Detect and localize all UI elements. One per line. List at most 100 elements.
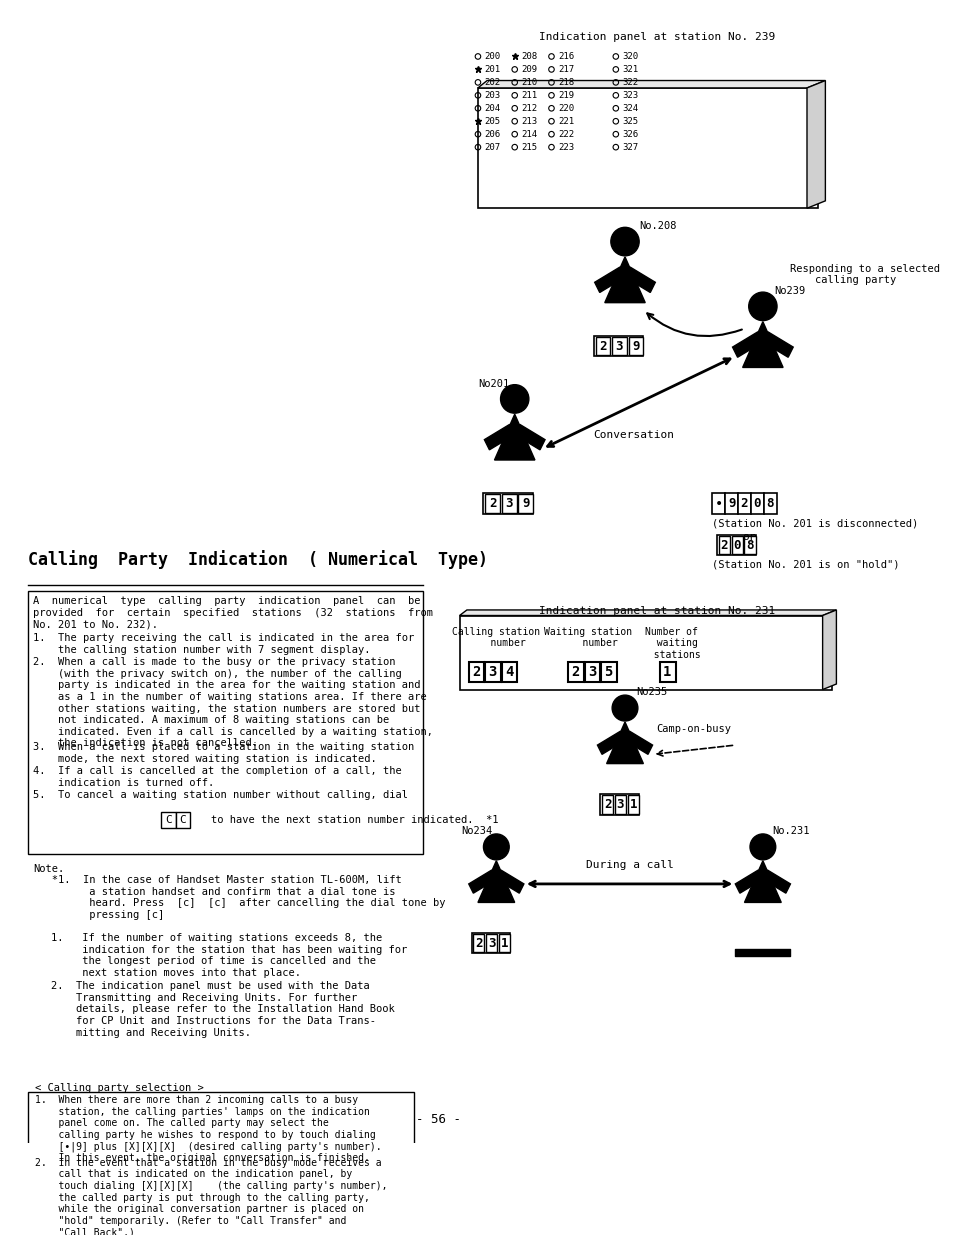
Polygon shape [606, 722, 642, 763]
Text: 3: 3 [505, 496, 513, 510]
Text: Camp-on-busy: Camp-on-busy [656, 724, 731, 734]
Bar [600, 662, 616, 682]
Text: 200: 200 [484, 52, 500, 61]
Text: 322: 322 [621, 78, 638, 86]
Text: No235: No235 [636, 687, 666, 697]
Text: Waiting station
    number: Waiting station number [543, 626, 632, 648]
Text: Indication panel at station No. 231: Indication panel at station No. 231 [538, 606, 775, 616]
Text: 208: 208 [520, 52, 537, 61]
Text: No.208: No.208 [639, 221, 676, 231]
Text: Responding to a selected
    calling party: Responding to a selected calling party [790, 264, 940, 285]
Text: Conversation: Conversation [593, 430, 674, 440]
Text: C: C [165, 815, 172, 825]
Text: Calling station
    number: Calling station number [452, 626, 539, 648]
Bar [743, 536, 755, 555]
Bar [468, 662, 484, 682]
Text: 216: 216 [558, 52, 574, 61]
Polygon shape [743, 861, 781, 903]
Text: 327: 327 [621, 143, 638, 152]
Polygon shape [494, 414, 535, 459]
Text: 1: 1 [500, 936, 508, 950]
Bar [724, 493, 738, 514]
Bar [718, 536, 729, 555]
Circle shape [610, 227, 639, 256]
Polygon shape [459, 610, 836, 615]
Text: to have the next station number indicated.  *1: to have the next station number indicate… [212, 815, 498, 825]
Text: 3: 3 [616, 798, 623, 811]
Polygon shape [624, 731, 652, 755]
Text: 1.  The party receiving the call is indicated in the area for
    the calling st: 1. The party receiving the call is indic… [33, 634, 414, 655]
Bar [584, 662, 599, 682]
Text: •: • [714, 496, 722, 510]
Bar [615, 795, 625, 814]
Bar [501, 662, 517, 682]
Text: 223: 223 [558, 143, 574, 152]
Bar [738, 493, 750, 514]
Text: < Calling party selection >: < Calling party selection > [35, 1083, 203, 1093]
Bar [485, 494, 499, 513]
Text: 3: 3 [488, 664, 497, 679]
Text: 222: 222 [558, 130, 574, 138]
Polygon shape [604, 257, 644, 303]
Text: 214: 214 [520, 130, 537, 138]
Text: 213: 213 [520, 117, 537, 126]
Text: 203: 203 [484, 91, 500, 100]
Text: Note.
   *1.  In the case of Handset Master station TL-600M, lift
         a sta: Note. *1. In the case of Handset Master … [33, 863, 445, 920]
Circle shape [483, 834, 509, 860]
Text: 2: 2 [571, 664, 579, 679]
Text: 4: 4 [504, 664, 513, 679]
Bar [612, 337, 626, 356]
Polygon shape [624, 267, 655, 293]
Polygon shape [597, 731, 624, 755]
Bar [498, 934, 510, 952]
Text: 1.   If the number of waiting stations exceeds 8, the
     indication for the st: 1. If the number of waiting stations exc… [51, 932, 406, 978]
Text: 2.  The indication panel must be used with the Data
    Transmitting and Receivi: 2. The indication panel must be used wit… [51, 981, 394, 1037]
Polygon shape [496, 869, 523, 893]
Text: 2: 2 [488, 496, 496, 510]
Text: 323: 323 [621, 91, 638, 100]
Bar [627, 795, 639, 814]
Text: 2: 2 [720, 538, 727, 552]
Text: Calling  Party  Indication  ( Numerical  Type): Calling Party Indication ( Numerical Typ… [28, 551, 487, 569]
Bar [593, 336, 642, 357]
Text: 202: 202 [484, 78, 500, 86]
Bar [477, 88, 817, 209]
Text: 221: 221 [558, 117, 574, 126]
Bar [659, 662, 675, 682]
Text: 2: 2 [475, 936, 482, 950]
Text: No.231: No.231 [771, 826, 809, 836]
Bar [595, 337, 610, 356]
Text: Number of
  waiting
  stations: Number of waiting stations [641, 626, 700, 659]
Text: 2: 2 [472, 664, 479, 679]
Text: 212: 212 [520, 104, 537, 112]
Bar [750, 493, 763, 514]
Text: 201: 201 [484, 65, 500, 74]
Circle shape [500, 384, 528, 414]
Text: 2: 2 [740, 496, 747, 510]
Text: 204: 204 [484, 104, 500, 112]
Text: 9: 9 [632, 340, 639, 353]
Bar [731, 536, 741, 555]
Polygon shape [468, 869, 496, 893]
Text: Indication panel at station No. 239: Indication panel at station No. 239 [538, 32, 775, 42]
Polygon shape [806, 80, 824, 209]
Text: 2: 2 [603, 798, 611, 811]
Text: 325: 325 [621, 117, 638, 126]
Text: 324: 324 [621, 104, 638, 112]
Polygon shape [515, 425, 544, 450]
Text: 3.  When a call is placed to a station in the waiting station
    mode, the next: 3. When a call is placed to a station in… [33, 742, 414, 764]
Text: 0: 0 [733, 538, 740, 552]
Text: 2.  When a call is made to the busy or the privacy station
    (with the privacy: 2. When a call is made to the busy or th… [33, 657, 433, 748]
Bar [501, 494, 516, 513]
Bar [567, 662, 583, 682]
Text: 217: 217 [558, 65, 574, 74]
Bar [28, 1092, 414, 1235]
Text: 320: 320 [621, 52, 638, 61]
Bar [28, 590, 422, 855]
Bar [716, 535, 755, 556]
Text: 3: 3 [488, 936, 495, 950]
Polygon shape [821, 610, 836, 689]
Bar [763, 493, 776, 514]
Text: 321: 321 [621, 65, 638, 74]
Text: 326: 326 [621, 130, 638, 138]
